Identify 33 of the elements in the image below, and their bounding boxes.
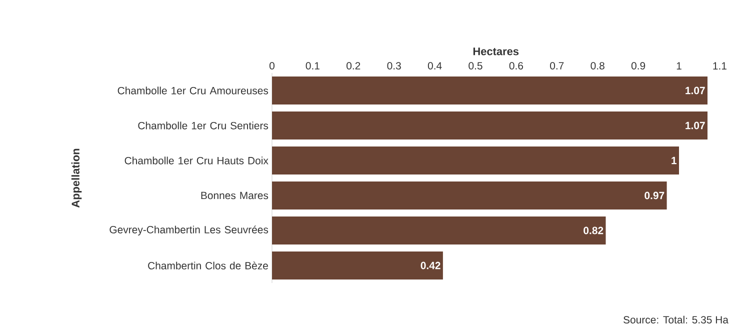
bar	[272, 216, 606, 245]
x-tick-label: 0	[270, 62, 274, 70]
y-tick-label: Chambolle 1er Cru Hauts Doix	[124, 156, 268, 164]
x-tick-label: 0.1	[306, 62, 320, 70]
bar	[272, 112, 708, 140]
y-tick-label: Gevrey-Chambertin Les Seuvrées	[110, 226, 268, 236]
data-label: 1.07	[686, 122, 705, 130]
x-axis-title: Hectares	[473, 48, 519, 56]
data-label: 1.07	[686, 86, 705, 94]
x-tick-label: 0.8	[590, 62, 604, 70]
bar	[272, 76, 708, 105]
x-tick-label: 0.9	[631, 62, 646, 70]
y-axis-title: Appellation	[71, 148, 82, 208]
x-tick-label: 1	[676, 62, 682, 70]
data-label: 0.82	[584, 226, 604, 234]
data-label: 0.42	[420, 262, 440, 270]
x-tick-label: 0.6	[509, 62, 524, 70]
x-tick-label: 0.5	[468, 62, 482, 70]
x-tick-label: 1.1	[713, 62, 726, 70]
data-label: 1	[672, 156, 677, 164]
bar	[272, 182, 667, 210]
x-tick-label: 0.3	[387, 62, 401, 70]
y-tick-label: Chambolle 1er Cru Amoureuses	[118, 86, 268, 94]
x-tick-label: 0.4	[428, 62, 442, 70]
x-tick-label: 0.7	[550, 62, 564, 70]
y-tick-label: Bonnes Mares	[201, 192, 268, 200]
bar	[272, 146, 680, 175]
x-tick-label: 0.2	[346, 62, 360, 70]
data-label: 0.97	[644, 192, 664, 200]
source-note: Source: Total: 5.35 Ha	[624, 316, 728, 324]
y-tick-label: Chambolle 1er Cru Sentiers	[138, 122, 268, 130]
bar	[272, 252, 443, 280]
y-tick-label: Chambertin Clos de Bèze	[148, 262, 268, 270]
